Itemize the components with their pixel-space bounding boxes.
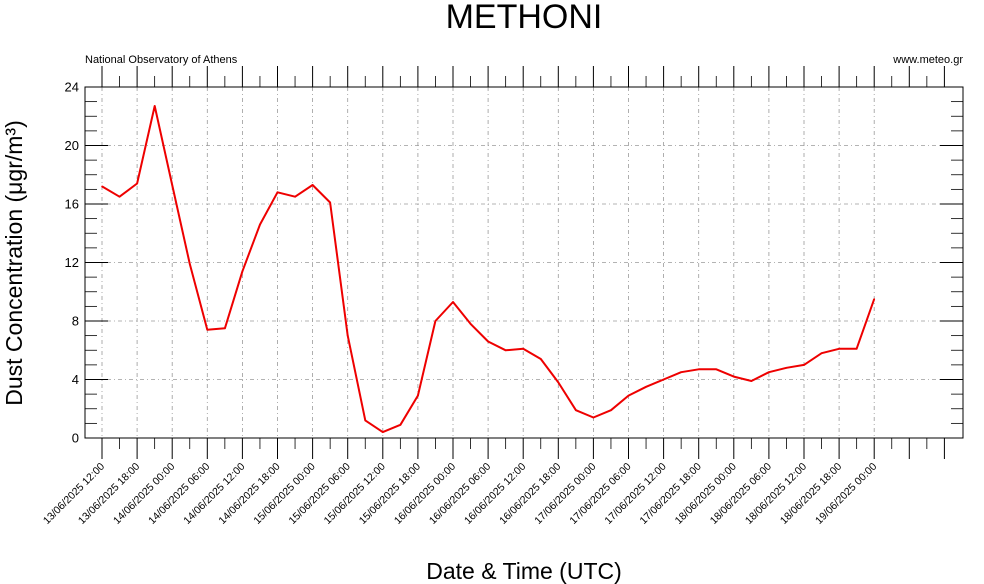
plot-frame [84, 86, 964, 439]
data-point [259, 223, 261, 226]
y-tick-label: 4 [72, 372, 79, 387]
data-point [329, 201, 331, 204]
x-tick-label: 15/06/2025 06:00 [287, 461, 353, 527]
website-note: www.meteo.gr [892, 54, 963, 66]
y-tick-label: 12 [65, 255, 79, 270]
x-tick-label: 16/06/2025 06:00 [427, 461, 493, 527]
series-group [101, 105, 876, 434]
x-tick-label: 13/06/2025 12:00 [41, 461, 107, 527]
x-tick-label: 15/06/2025 00:00 [251, 461, 317, 527]
data-point [206, 329, 209, 331]
y-axis-title: Dust Concentration (μgr/m³) [1, 120, 27, 406]
data-point [294, 195, 296, 198]
source-note: National Observatory of Athens [85, 54, 238, 66]
data-point [189, 263, 191, 265]
data-point [733, 375, 735, 378]
plot-border [84, 86, 964, 439]
y-tick-label: 20 [65, 138, 79, 153]
y-tick-label: 24 [65, 80, 79, 95]
chart-title: METHONI [446, 0, 603, 36]
x-tick-label: 18/06/2025 12:00 [743, 461, 809, 527]
data-point [697, 368, 700, 371]
x-tick-label: 16/06/2025 00:00 [392, 461, 458, 527]
x-tick-label: 13/06/2025 18:00 [76, 461, 142, 527]
y-tick-label: 0 [72, 431, 79, 446]
x-axis-title: Date & Time (UTC) [426, 558, 622, 584]
data-point [224, 327, 226, 330]
data-point [838, 348, 840, 350]
data-point [399, 424, 402, 426]
data-point [575, 409, 577, 412]
data-point [382, 431, 384, 433]
x-tick-label: 16/06/2025 18:00 [497, 461, 563, 527]
data-point [101, 185, 103, 188]
data-point [768, 371, 770, 374]
x-tick-label: 17/06/2025 12:00 [602, 461, 668, 527]
x-tick-label: 14/06/2025 18:00 [216, 461, 282, 527]
data-point [171, 184, 173, 186]
data-point [241, 270, 244, 273]
data-point [417, 394, 419, 397]
x-tick-label: 15/06/2025 18:00 [357, 461, 423, 527]
x-tick-label: 18/06/2025 00:00 [673, 461, 739, 527]
data-point [610, 409, 612, 412]
data-point [364, 419, 367, 422]
data-point [785, 367, 788, 369]
x-tick-label: 18/06/2025 06:00 [708, 461, 774, 527]
data-point [487, 340, 489, 343]
x-tick-label: 16/06/2025 12:00 [462, 461, 528, 527]
data-point [662, 378, 665, 381]
data-point [627, 394, 630, 397]
x-tick-label: 14/06/2025 00:00 [111, 461, 177, 527]
data-point [557, 381, 560, 384]
x-tick-label: 14/06/2025 12:00 [181, 461, 247, 527]
x-tick-label: 17/06/2025 00:00 [532, 461, 598, 527]
data-point [750, 380, 753, 382]
x-tick-label: 17/06/2025 06:00 [567, 461, 633, 527]
x-tick-label: 19/06/2025 00:00 [813, 461, 879, 527]
y-tick-label: 8 [72, 314, 79, 329]
data-point [803, 364, 805, 366]
data-point [469, 323, 472, 325]
axis-ticks [85, 66, 963, 459]
data-point [820, 352, 823, 355]
data-point [504, 349, 507, 352]
data-point [118, 195, 121, 198]
data-point [346, 334, 349, 337]
data-point [592, 416, 595, 419]
data-point [153, 105, 156, 107]
data-point [715, 368, 718, 371]
x-tick-label: 17/06/2025 18:00 [638, 461, 704, 527]
x-tick-label: 14/06/2025 06:00 [146, 461, 212, 527]
data-point [540, 358, 542, 360]
y-tick-labels: 0 4 8 12 16 20 24 [65, 80, 79, 446]
y-tick-label: 16 [65, 197, 79, 212]
data-point [452, 301, 454, 303]
data-point [311, 184, 314, 186]
grid [85, 87, 963, 438]
data-point [873, 298, 875, 300]
data-point [645, 386, 647, 388]
x-tick-label: 18/06/2025 18:00 [778, 461, 844, 527]
data-point [136, 182, 138, 185]
data-point [522, 348, 524, 350]
data-point [276, 191, 279, 194]
data-point [855, 348, 858, 350]
data-point [680, 371, 682, 374]
x-tick-label: 15/06/2025 12:00 [322, 461, 388, 527]
data-point [434, 320, 437, 322]
